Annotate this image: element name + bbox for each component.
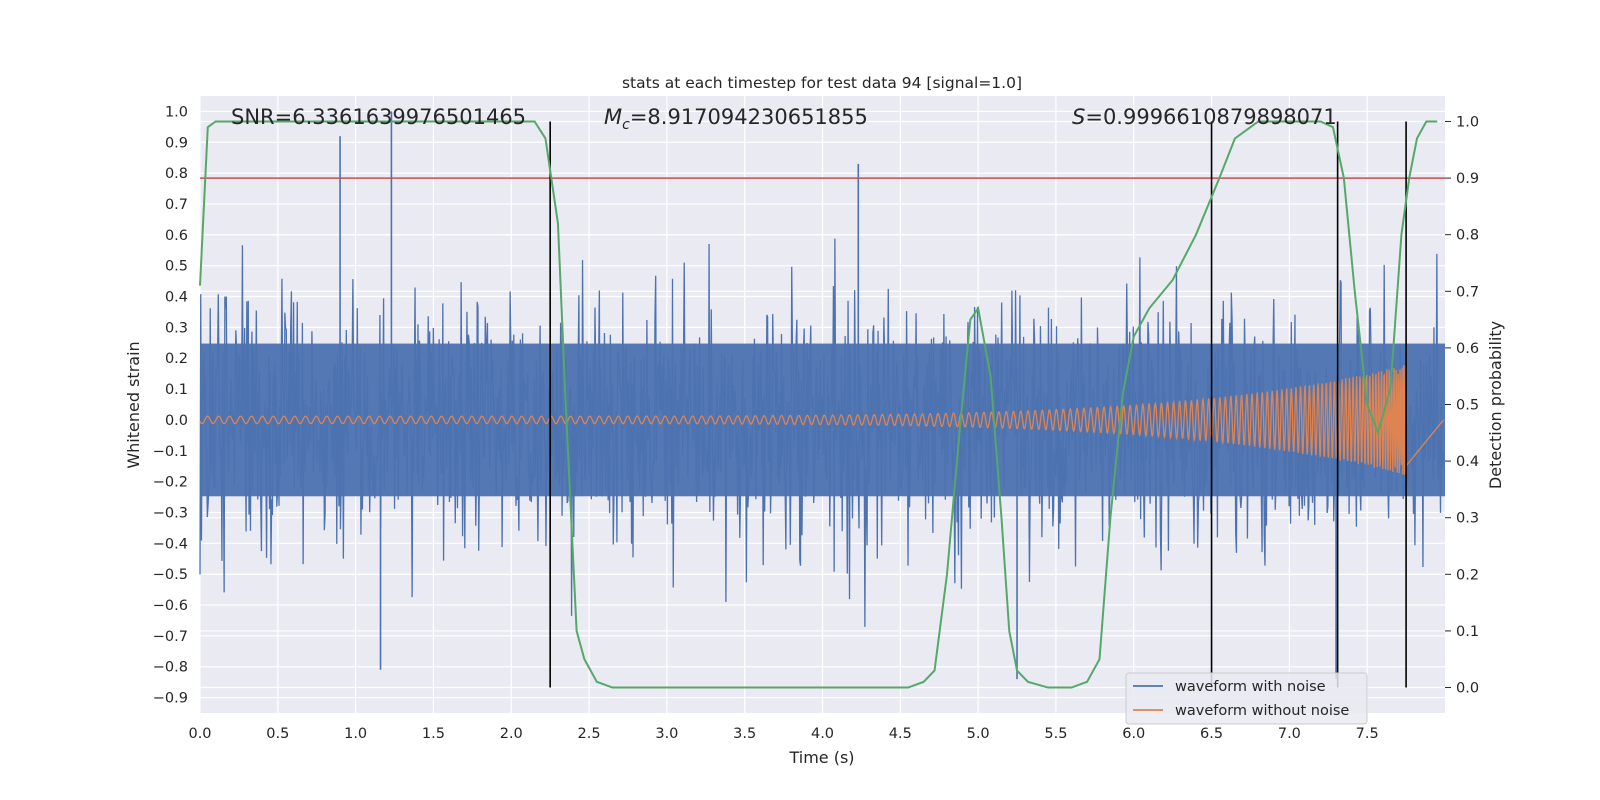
y-tick-label: 1.0 (165, 104, 188, 120)
score-annotation: S=0.9996610879898071 (1072, 105, 1337, 129)
x-tick-label: 3.5 (733, 726, 756, 742)
y-ticks-right: 1.0 0.9 0.8 0.7 0.6 0.5 0.4 0.3 0.2 0.1 0.0 (1445, 114, 1479, 697)
x-tick-label: 7.5 (1356, 726, 1379, 742)
chirp-mass-value: =8.917094230651855 (630, 105, 868, 129)
x-tick-label: 6.5 (1200, 726, 1223, 742)
y-tick-label-right: 0.6 (1456, 341, 1479, 357)
y-axis-label-right: Detection probability (1486, 321, 1505, 489)
y-tick-label-right: 0.8 (1456, 228, 1479, 244)
y-tick-label: −0.5 (153, 567, 188, 583)
y-tick-label: −0.1 (153, 444, 188, 460)
x-tick-label: 1.0 (344, 726, 367, 742)
y-tick-label: −0.9 (153, 691, 188, 707)
y-tick-label: −0.4 (153, 536, 188, 552)
chirp-mass-symbol: M (604, 105, 622, 129)
y-tick-label: −0.3 (153, 505, 188, 521)
x-tick-label: 2.5 (578, 726, 601, 742)
x-ticks: 0.0 0.5 1.0 1.5 2.0 2.5 3.0 3.5 4.0 4.5 5.0 5.5 6.0 6… (188, 726, 1378, 742)
x-tick-label: 0.0 (188, 726, 211, 742)
score-value: =0.9996610879898071 (1085, 105, 1336, 129)
y-tick-label-right: 0.5 (1456, 398, 1479, 414)
x-tick-label: 0.5 (266, 726, 289, 742)
y-tick-label: 0.3 (165, 320, 188, 336)
y-tick-label: −0.8 (153, 660, 188, 676)
y-tick-label: 0.1 (165, 382, 188, 398)
x-tick-label: 5.0 (967, 726, 990, 742)
legend-box (1125, 672, 1368, 725)
chart-title: stats at each timestep for test data 94 … (622, 74, 1022, 92)
y-tick-label-right: 0.4 (1456, 454, 1479, 470)
chirp-mass-subscript: c (622, 117, 630, 133)
y-tick-label: 0.6 (165, 228, 188, 244)
y-tick-label: 0.7 (165, 197, 188, 213)
x-tick-label: 2.0 (500, 726, 523, 742)
detection-probability-line (199, 120, 1438, 689)
y-tick-label: −0.7 (153, 629, 188, 645)
y-tick-label-right: 0.0 (1456, 681, 1479, 697)
y-tick-label-right: 1.0 (1456, 114, 1479, 130)
legend-label-clean: waveform without noise (1175, 703, 1349, 719)
y-tick-label-right: 0.3 (1456, 511, 1479, 527)
x-tick-label: 4.0 (811, 726, 834, 742)
snr-annotation: SNR=6.3361639976501465 (231, 105, 526, 129)
detection-markers (549, 121, 1407, 688)
x-tick-label: 7.0 (1278, 726, 1301, 742)
y-tick-label-right: 0.7 (1456, 284, 1479, 300)
y-tick-label: 0.5 (165, 259, 188, 275)
y-tick-label: 0.0 (165, 413, 188, 429)
y-ticks-left: 1.0 0.9 0.8 0.7 0.6 0.5 0.4 0.3 0.2 0.1 0.0 −0.1 −0.… (153, 104, 188, 706)
y-tick-label: 0.8 (165, 166, 188, 182)
y-axis-label-left: Whitened strain (124, 341, 143, 468)
x-tick-label: 1.5 (422, 726, 445, 742)
y-tick-label-right: 0.1 (1456, 624, 1479, 640)
y-tick-label-right: 0.9 (1456, 171, 1479, 187)
x-tick-label: 5.5 (1044, 726, 1067, 742)
y-tick-label: 0.4 (165, 290, 188, 306)
x-tick-label: 3.0 (655, 726, 678, 742)
x-tick-label: 6.0 (1122, 726, 1145, 742)
y-tick-label: −0.6 (153, 598, 188, 614)
y-tick-label: −0.2 (153, 475, 188, 491)
waveform-without-noise (199, 365, 1444, 476)
x-axis-label: Time (s) (788, 748, 854, 767)
y-tick-label: 0.2 (165, 351, 188, 367)
x-tick-label: 4.5 (889, 726, 912, 742)
score-symbol: S (1072, 105, 1085, 129)
chirp-mass-annotation: Mc=8.917094230651855 (604, 105, 868, 133)
y-tick-label-right: 0.2 (1456, 567, 1479, 583)
legend: waveform with noise waveform without noi… (1125, 672, 1368, 725)
probability-trace (199, 120, 1438, 689)
y-tick-label: 0.9 (165, 135, 188, 151)
clean-trace (199, 365, 1444, 476)
legend-label-noise: waveform with noise (1175, 679, 1326, 695)
